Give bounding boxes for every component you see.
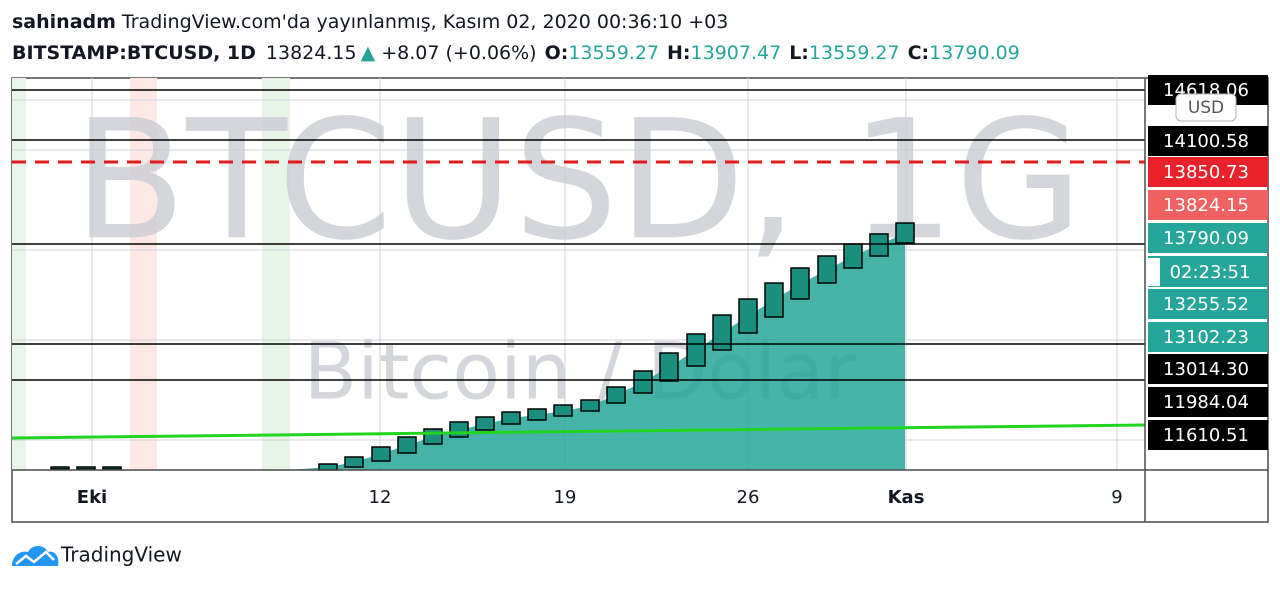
- candle: [501, 411, 521, 425]
- time-label: 19: [554, 487, 577, 508]
- candle: [318, 463, 338, 471]
- candle: [102, 466, 122, 470]
- candle: [790, 267, 810, 300]
- price-label: 11984.04: [1163, 392, 1249, 413]
- time-label: 12: [369, 487, 392, 508]
- price-label: 13790.09: [1163, 228, 1249, 249]
- session-stripe: [130, 78, 157, 470]
- candle: [423, 428, 443, 445]
- candle: [606, 386, 626, 404]
- change: +8.07 (+0.06%): [381, 42, 536, 64]
- price-label: 11610.51: [1163, 425, 1249, 446]
- area-fill: [290, 233, 905, 470]
- direction: ▲: [361, 42, 376, 64]
- trend-line: [11, 423, 1146, 440]
- candle: [371, 446, 391, 462]
- header: sahinadm TradingView.com'da yayınlanmış, …: [12, 11, 728, 33]
- high-label: H:: [667, 42, 691, 64]
- currency-button[interactable]: USD: [1175, 93, 1237, 122]
- candle: [869, 233, 889, 257]
- author: sahinadm: [12, 11, 116, 33]
- price-label: 13014.30: [1163, 359, 1249, 380]
- candle: [738, 298, 758, 334]
- time-axis: Eki 12 19 26 Kas 9: [77, 487, 1123, 508]
- price-label-box: [1148, 126, 1268, 156]
- footer: TradingView: [12, 543, 182, 567]
- price-label-box: [1148, 322, 1268, 352]
- symbol-bar: BITSTAMP:BTCUSD, 1D 13824.15 ▲ +8.07 (+0.06…: [12, 42, 1020, 64]
- price-label-box: [1148, 223, 1268, 253]
- candle: [712, 314, 732, 351]
- countdown-gap: [1148, 258, 1160, 286]
- candle: [764, 282, 784, 318]
- price-axis: 14618.0614100.5813850.7313824.1513790.09…: [1148, 75, 1268, 450]
- symbol: BITSTAMP:BTCUSD, 1D: [12, 42, 256, 64]
- time-label: Eki: [77, 487, 107, 508]
- price-label: 13850.73: [1163, 162, 1249, 183]
- candle: [475, 416, 495, 431]
- candle: [449, 421, 469, 438]
- time-label: 9: [1111, 487, 1122, 508]
- price-label: 14100.58: [1163, 131, 1249, 152]
- candle: [527, 408, 547, 421]
- currency-label[interactable]: USD: [1188, 98, 1224, 118]
- low-label: L:: [789, 42, 809, 64]
- candle: [686, 333, 706, 367]
- candle: [50, 466, 70, 470]
- close-label: C:: [908, 42, 930, 64]
- horizontal-lines: [12, 89, 1145, 381]
- last-price: 13824.15: [266, 42, 357, 64]
- candle: [344, 456, 364, 468]
- currency-button-box[interactable]: [1175, 93, 1237, 122]
- open-label: O:: [545, 42, 569, 64]
- candle: [553, 404, 573, 417]
- price-label-box: [1148, 354, 1268, 384]
- price-label-box: [1148, 157, 1268, 187]
- candles: [50, 222, 915, 471]
- candle: [397, 436, 417, 454]
- candle: [580, 399, 600, 412]
- candle: [895, 222, 915, 244]
- brand: TradingView: [60, 543, 182, 567]
- session-stripe: [12, 78, 26, 470]
- logo: [12, 546, 59, 566]
- time-label: Kas: [888, 487, 925, 508]
- high: 13907.47: [691, 42, 782, 64]
- close: 13790.09: [929, 42, 1020, 64]
- open: 13559.27: [568, 42, 659, 64]
- grid: [12, 78, 1145, 470]
- countdown: 02:23:51: [1170, 262, 1251, 283]
- time-label: 26: [737, 487, 760, 508]
- candle: [633, 370, 653, 394]
- price-label-box: [1148, 289, 1268, 319]
- watermark-symbol: BTCUSD, 1G: [73, 84, 1083, 276]
- published: TradingView.com'da yayınlanmış, Kasım 02…: [121, 11, 728, 33]
- price-label: 13102.23: [1163, 327, 1249, 348]
- low: 13559.27: [809, 42, 900, 64]
- price-label-box: [1148, 420, 1268, 450]
- candle: [76, 466, 96, 470]
- countdown-box: [1148, 256, 1268, 287]
- price-label: 13255.52: [1163, 294, 1249, 315]
- candle: [817, 255, 837, 284]
- session-stripe: [262, 78, 290, 470]
- candle: [659, 352, 679, 382]
- price-label-box: [1148, 190, 1268, 220]
- plot-area: BTCUSD, 1G Bitcoin / Dolar: [11, 77, 1269, 523]
- price-label-box: [1148, 387, 1268, 417]
- price-label: 13824.15: [1163, 195, 1249, 216]
- candle: [843, 243, 863, 269]
- logo-mark: [15, 550, 55, 565]
